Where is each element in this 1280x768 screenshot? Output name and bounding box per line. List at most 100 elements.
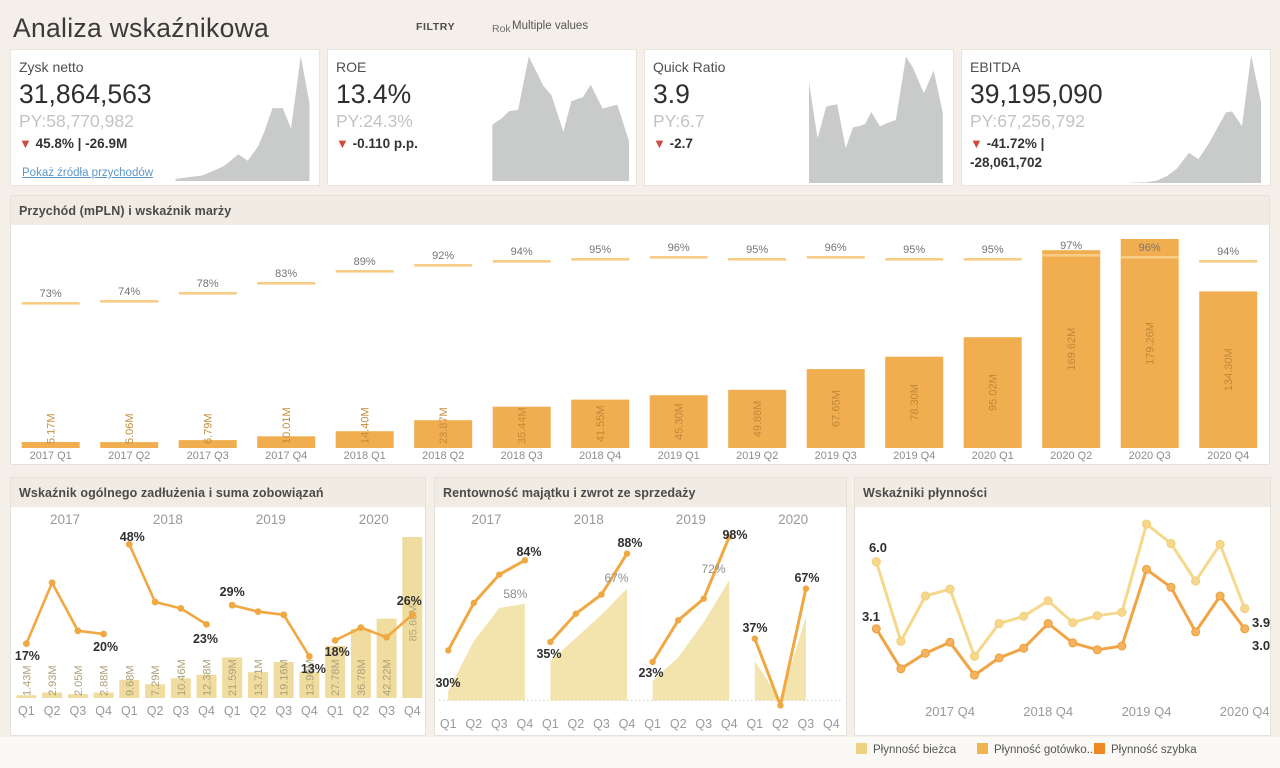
svg-text:23%: 23% bbox=[638, 666, 663, 680]
svg-text:98%: 98% bbox=[722, 528, 747, 542]
svg-text:Q3: Q3 bbox=[378, 704, 395, 718]
svg-text:67%: 67% bbox=[604, 571, 628, 585]
svg-text:97%: 97% bbox=[1060, 240, 1082, 252]
svg-text:35%: 35% bbox=[536, 647, 561, 661]
svg-text:17%: 17% bbox=[15, 649, 40, 663]
svg-text:Q1: Q1 bbox=[440, 717, 457, 731]
svg-text:96%: 96% bbox=[668, 242, 690, 254]
svg-text:2018 Q4: 2018 Q4 bbox=[579, 450, 621, 462]
svg-text:2019: 2019 bbox=[256, 512, 286, 527]
svg-text:179.26M: 179.26M bbox=[1145, 322, 1157, 365]
svg-text:2020: 2020 bbox=[359, 512, 389, 527]
svg-text:Q4: Q4 bbox=[404, 704, 421, 718]
svg-text:30%: 30% bbox=[435, 676, 460, 690]
svg-text:3.1: 3.1 bbox=[862, 609, 880, 624]
svg-text:23%: 23% bbox=[193, 632, 218, 646]
svg-text:13.71M: 13.71M bbox=[253, 659, 265, 696]
svg-text:2018 Q3: 2018 Q3 bbox=[501, 450, 543, 462]
svg-text:2017 Q4: 2017 Q4 bbox=[265, 450, 307, 462]
svg-text:58%: 58% bbox=[503, 587, 527, 601]
svg-text:Q2: Q2 bbox=[147, 704, 164, 718]
svg-text:Q3: Q3 bbox=[593, 717, 610, 731]
svg-text:2020: 2020 bbox=[778, 512, 808, 527]
svg-text:72%: 72% bbox=[701, 562, 725, 576]
svg-text:73%: 73% bbox=[40, 288, 62, 300]
svg-text:26%: 26% bbox=[397, 594, 422, 608]
svg-text:5.06M: 5.06M bbox=[124, 413, 136, 444]
svg-text:Q4: Q4 bbox=[517, 717, 534, 731]
svg-text:2017: 2017 bbox=[471, 512, 501, 527]
svg-text:Q4: Q4 bbox=[198, 704, 215, 718]
svg-text:2017 Q4: 2017 Q4 bbox=[925, 704, 975, 719]
svg-text:10.46M: 10.46M bbox=[176, 659, 188, 696]
svg-text:Q1: Q1 bbox=[746, 717, 763, 731]
svg-text:2.93M: 2.93M bbox=[47, 665, 59, 696]
svg-text:7.29M: 7.29M bbox=[150, 665, 162, 696]
svg-text:88%: 88% bbox=[617, 536, 642, 550]
svg-text:Q3: Q3 bbox=[172, 704, 189, 718]
svg-text:42.22M: 42.22M bbox=[382, 659, 394, 696]
svg-text:13%: 13% bbox=[301, 662, 326, 676]
svg-text:23.87M: 23.87M bbox=[438, 407, 450, 444]
svg-text:3.9: 3.9 bbox=[1252, 615, 1270, 630]
svg-text:2018: 2018 bbox=[574, 512, 604, 527]
svg-text:2019 Q4: 2019 Q4 bbox=[1122, 704, 1172, 719]
svg-text:6.0: 6.0 bbox=[869, 540, 887, 555]
svg-text:2018: 2018 bbox=[153, 512, 183, 527]
svg-text:48%: 48% bbox=[120, 530, 145, 544]
svg-text:19.16M: 19.16M bbox=[279, 659, 291, 696]
svg-text:2017: 2017 bbox=[50, 512, 80, 527]
svg-text:2019 Q4: 2019 Q4 bbox=[893, 450, 935, 462]
svg-text:5.17M: 5.17M bbox=[46, 413, 58, 444]
svg-text:Q3: Q3 bbox=[695, 717, 712, 731]
svg-text:Q2: Q2 bbox=[353, 704, 370, 718]
svg-text:Q2: Q2 bbox=[44, 704, 61, 718]
svg-text:1.43M: 1.43M bbox=[21, 665, 33, 696]
svg-text:95%: 95% bbox=[746, 244, 768, 256]
svg-text:89%: 89% bbox=[354, 256, 376, 268]
svg-text:Q4: Q4 bbox=[301, 704, 318, 718]
svg-text:2.05M: 2.05M bbox=[73, 665, 85, 696]
svg-text:Q1: Q1 bbox=[327, 704, 344, 718]
svg-text:2019 Q3: 2019 Q3 bbox=[815, 450, 857, 462]
svg-text:2020 Q1: 2020 Q1 bbox=[972, 450, 1014, 462]
svg-text:169.62M: 169.62M bbox=[1066, 328, 1078, 371]
svg-text:Q1: Q1 bbox=[121, 704, 138, 718]
svg-text:2020 Q4: 2020 Q4 bbox=[1220, 704, 1270, 719]
svg-text:37%: 37% bbox=[742, 621, 767, 635]
svg-text:Q4: Q4 bbox=[823, 717, 840, 731]
svg-text:67%: 67% bbox=[794, 571, 819, 585]
svg-text:Q3: Q3 bbox=[275, 704, 292, 718]
svg-text:94%: 94% bbox=[511, 246, 533, 258]
svg-text:27.78M: 27.78M bbox=[330, 659, 342, 696]
svg-text:Q3: Q3 bbox=[798, 717, 815, 731]
svg-text:35.44M: 35.44M bbox=[517, 407, 529, 444]
svg-text:74%: 74% bbox=[118, 286, 140, 298]
svg-text:2019 Q2: 2019 Q2 bbox=[736, 450, 778, 462]
svg-text:2017 Q2: 2017 Q2 bbox=[108, 450, 150, 462]
svg-text:2018 Q4: 2018 Q4 bbox=[1023, 704, 1073, 719]
svg-text:95%: 95% bbox=[982, 244, 1004, 256]
svg-text:49.88M: 49.88M bbox=[752, 401, 764, 438]
svg-text:41.55M: 41.55M bbox=[595, 405, 607, 442]
svg-text:2.88M: 2.88M bbox=[99, 665, 111, 696]
svg-text:95%: 95% bbox=[589, 244, 611, 256]
svg-text:Q2: Q2 bbox=[670, 717, 687, 731]
svg-text:94%: 94% bbox=[1217, 246, 1239, 258]
svg-text:2017 Q1: 2017 Q1 bbox=[30, 450, 72, 462]
svg-text:96%: 96% bbox=[825, 242, 847, 254]
svg-text:2020 Q2: 2020 Q2 bbox=[1050, 450, 1092, 462]
svg-text:95.02M: 95.02M bbox=[988, 374, 1000, 411]
svg-text:10.01M: 10.01M bbox=[281, 407, 293, 444]
svg-text:67.65M: 67.65M bbox=[831, 390, 843, 427]
svg-text:9.68M: 9.68M bbox=[124, 665, 136, 696]
svg-text:83%: 83% bbox=[275, 268, 297, 280]
svg-text:Q3: Q3 bbox=[70, 704, 87, 718]
svg-text:Q2: Q2 bbox=[250, 704, 267, 718]
svg-text:Q3: Q3 bbox=[491, 717, 508, 731]
svg-text:2020 Q3: 2020 Q3 bbox=[1129, 450, 1171, 462]
svg-text:18%: 18% bbox=[325, 645, 350, 659]
svg-text:45.30M: 45.30M bbox=[674, 403, 686, 440]
svg-text:Q2: Q2 bbox=[772, 717, 789, 731]
svg-text:78.30M: 78.30M bbox=[909, 384, 921, 421]
